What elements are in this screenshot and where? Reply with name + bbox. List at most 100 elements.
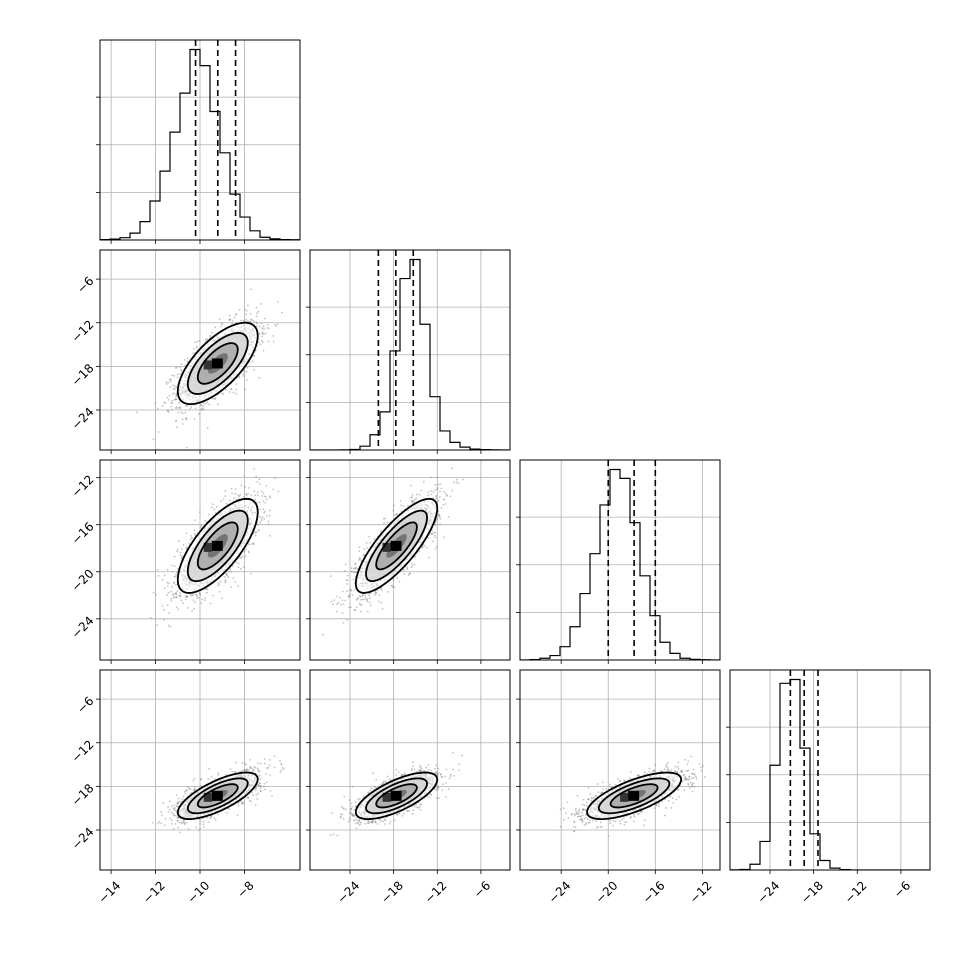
scatter-point	[238, 308, 241, 311]
scatter-point	[212, 594, 215, 597]
scatter-point	[258, 516, 261, 518]
scatter-point	[234, 492, 237, 495]
scatter-point	[192, 352, 195, 355]
scatter-point	[174, 398, 177, 401]
scatter-point	[175, 407, 177, 410]
scatter-point	[224, 580, 227, 583]
scatter-point	[252, 542, 255, 545]
scatter-point	[402, 505, 405, 508]
scatter-point	[157, 574, 160, 577]
scatter-point	[204, 340, 207, 342]
scatter-point	[224, 490, 227, 492]
scatter-point	[258, 333, 261, 335]
scatter-point	[225, 573, 228, 576]
scatter-point	[224, 495, 227, 498]
scatter-point	[341, 599, 344, 602]
scatter-point	[195, 594, 198, 597]
scatter-point	[194, 519, 197, 522]
scatter-point	[175, 593, 178, 596]
density-peak	[211, 540, 223, 551]
scatter-point	[260, 519, 263, 522]
scatter-point	[245, 313, 248, 316]
scatter-point	[196, 597, 199, 600]
scatter-point	[175, 591, 178, 594]
scatter-point	[241, 555, 244, 558]
scatter-point	[344, 599, 347, 602]
ytick-label-2-0: −24	[69, 614, 97, 642]
scatter-point	[436, 476, 439, 479]
contour-2-0-2	[196, 521, 239, 571]
scatter-point	[168, 582, 170, 585]
scatter-point	[256, 322, 259, 325]
scatter-point	[261, 516, 264, 519]
scatter-point	[375, 591, 378, 594]
scatter-point	[355, 566, 357, 569]
scatter-point	[155, 593, 157, 596]
scatter-point	[378, 600, 380, 603]
scatter-point	[227, 576, 230, 579]
scatter-point	[163, 587, 166, 590]
scatter-point	[220, 325, 223, 328]
scatter-point	[277, 490, 280, 493]
scatter-point	[175, 386, 178, 388]
scatter-point	[184, 417, 187, 420]
scatter-point	[431, 529, 434, 532]
scatter-point	[177, 401, 180, 404]
scatter-point	[378, 594, 381, 597]
scatter-point	[179, 592, 182, 594]
scatter-point	[259, 343, 262, 346]
scatter-point	[200, 408, 203, 411]
scatter-point	[428, 556, 430, 559]
scatter-point	[342, 622, 345, 624]
scatter-point	[434, 524, 437, 526]
scatter-point	[383, 522, 385, 525]
scatter-point	[369, 541, 372, 544]
scatter-point	[264, 495, 266, 498]
scatter-point	[364, 596, 367, 599]
scatter-point	[173, 398, 176, 401]
scatter-point	[244, 308, 247, 311]
scatter-point	[173, 565, 176, 568]
scatter-point	[179, 551, 182, 554]
scatter-point	[193, 418, 196, 421]
scatter-point	[260, 339, 263, 342]
scatter-point	[185, 547, 188, 550]
scatter-point	[208, 336, 211, 339]
scatter-point	[218, 590, 221, 593]
scatter-point	[247, 492, 250, 495]
scatter-point	[352, 578, 355, 581]
scatter-point	[251, 319, 253, 321]
scatter-point	[192, 592, 195, 595]
scatter-point	[357, 597, 360, 600]
scatter-point	[168, 394, 171, 397]
scatter-point	[218, 583, 221, 586]
scatter-point	[154, 402, 157, 405]
scatter-point	[368, 594, 370, 597]
scatter-point	[240, 319, 242, 322]
scatter-point	[189, 593, 192, 596]
scatter-point	[396, 576, 399, 579]
scatter-point	[173, 582, 176, 584]
scatter-point	[156, 568, 159, 571]
scatter-point	[427, 491, 430, 494]
scatter-point	[439, 490, 441, 493]
scatter-point	[179, 595, 181, 598]
scatter-point	[163, 401, 166, 404]
scatter-point	[190, 594, 193, 597]
scatter-point	[179, 554, 182, 557]
scatter-point	[237, 562, 240, 565]
scatter-point	[259, 508, 262, 511]
scatter-point	[176, 550, 179, 553]
scatter-point	[244, 485, 246, 488]
scatter-point	[438, 515, 441, 517]
scatter-point	[408, 572, 411, 575]
scatter-point	[201, 407, 204, 410]
scatter-point	[171, 399, 174, 402]
histogram-0	[100, 48, 300, 240]
scatter-point	[434, 483, 437, 486]
panel-2-0	[100, 460, 300, 660]
scatter-point	[170, 405, 172, 408]
scatter-point	[206, 591, 208, 594]
scatter-point	[248, 551, 250, 554]
scatter-point	[455, 481, 458, 484]
